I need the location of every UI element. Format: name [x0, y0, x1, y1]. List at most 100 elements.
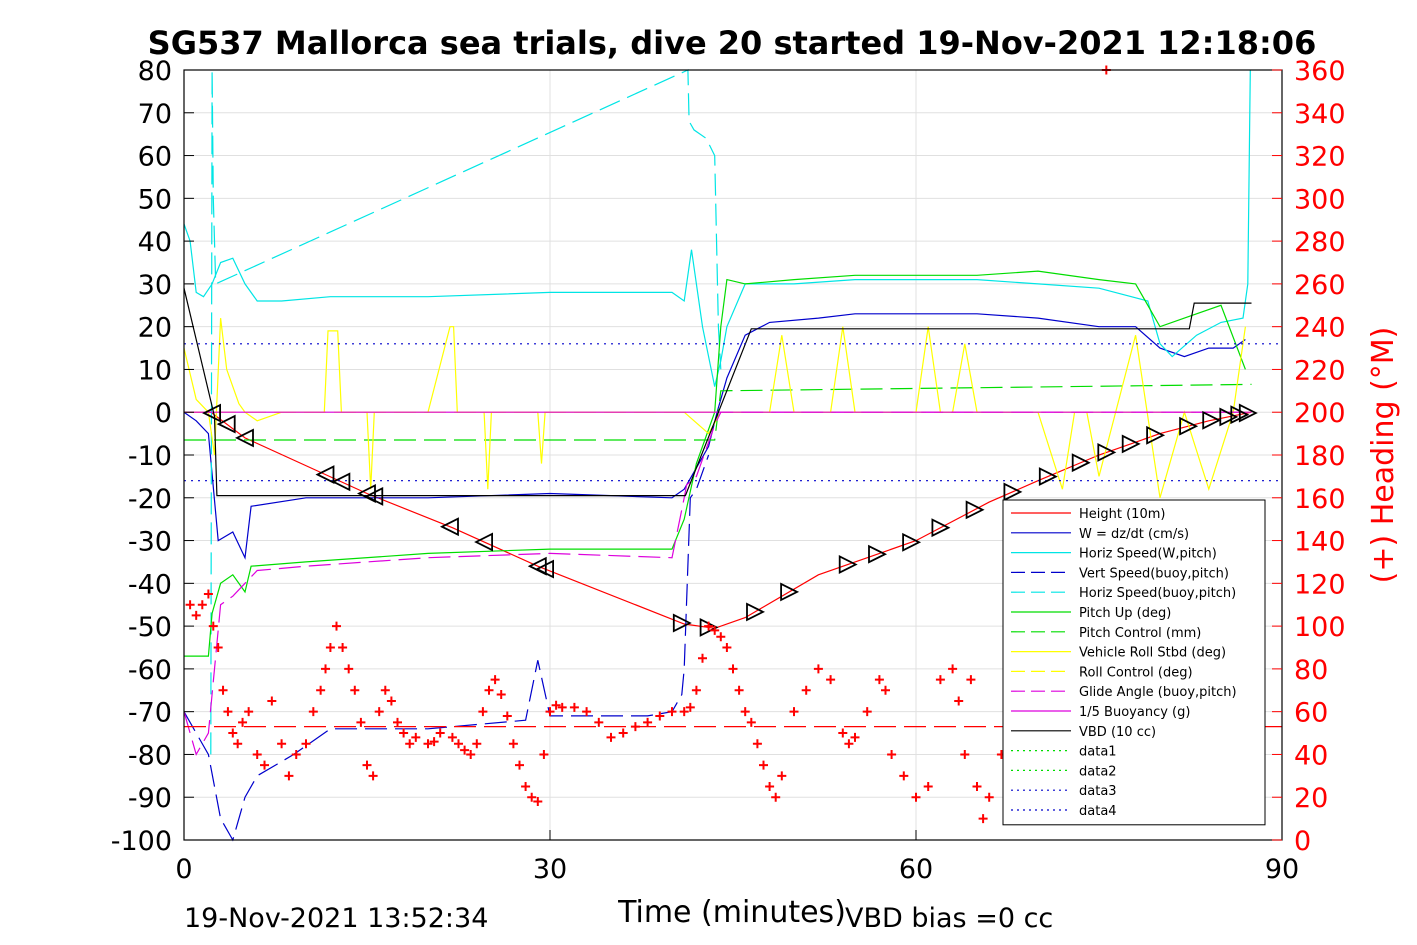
heading-point — [362, 760, 372, 770]
heading-point — [332, 621, 341, 631]
heading-point — [569, 702, 579, 712]
heading-point — [213, 643, 223, 652]
heading-point — [238, 717, 248, 727]
legend-label: VBD (10 cc) — [1079, 725, 1156, 740]
heading-point — [515, 760, 524, 770]
y-right-tick-label: 320 — [1294, 142, 1346, 173]
y-right-tick-label: 280 — [1294, 227, 1346, 258]
y-left-tick-label: 70 — [138, 99, 172, 130]
series-line-0 — [184, 411, 1252, 629]
heading-point — [923, 782, 933, 792]
heading-point — [386, 696, 396, 706]
heading-point — [423, 739, 433, 749]
heading-point — [218, 685, 228, 695]
series-line-3 — [183, 454, 710, 842]
y-left-tick-label: -70 — [128, 698, 172, 729]
height-marker — [1202, 410, 1222, 430]
heading-point — [618, 728, 628, 738]
heading-point — [801, 685, 811, 695]
height-marker — [439, 517, 459, 537]
heading-point — [277, 739, 287, 749]
heading-point — [380, 685, 390, 695]
height-marker — [1219, 407, 1239, 427]
heading-point — [228, 728, 238, 738]
y-right-tick-label: 260 — [1294, 270, 1346, 301]
heading-point — [557, 702, 567, 712]
heading-point — [460, 745, 470, 755]
y-right-tick-label: 80 — [1294, 655, 1328, 686]
x-tick-label: 60 — [899, 854, 933, 885]
y-left-tick-label: -60 — [128, 655, 172, 686]
heading-point — [630, 722, 640, 732]
legend-label: Pitch Control (mm) — [1079, 626, 1201, 641]
x-tick-label: 30 — [533, 854, 567, 885]
heading-point — [399, 728, 409, 738]
ticks-layer: 0 30 60 9080706050403020100-10-20-30-40-50-… — [111, 56, 1346, 885]
y-left-tick-label: -30 — [128, 527, 172, 558]
height-marker — [902, 532, 922, 552]
legend-label: W = dz/dt (cm/s) — [1079, 527, 1189, 542]
heading-point — [472, 739, 482, 749]
heading-point — [844, 739, 854, 749]
heading-point — [948, 664, 958, 674]
heading-point — [679, 707, 689, 717]
y-left-tick-label: 80 — [138, 56, 172, 87]
heading-point — [704, 621, 714, 631]
y-right-tick-label: 120 — [1294, 569, 1346, 600]
heading-point — [233, 739, 243, 749]
y-right-tick-label: 180 — [1294, 441, 1346, 472]
y-right-tick-label: 20 — [1294, 783, 1328, 814]
legend-label: data4 — [1079, 804, 1117, 819]
heading-point — [374, 707, 384, 717]
heading-point — [551, 700, 561, 710]
height-marker — [672, 613, 692, 633]
height-marker — [780, 582, 800, 602]
legend-label: Roll Control (deg) — [1079, 665, 1193, 680]
x-tick-label: 90 — [1265, 854, 1299, 885]
heading-point — [752, 739, 762, 749]
y-right-tick-label: 140 — [1294, 527, 1346, 558]
height-marker — [1146, 425, 1166, 445]
chart-title: SG537 Mallorca sea trials, dive 20 start… — [148, 24, 1317, 62]
y-left-tick-label: 50 — [138, 184, 172, 215]
y-left-tick-label: -90 — [128, 783, 172, 814]
legend: Height (10m) W = dz/dt (cm/s) Horiz Speed(… — [1002, 499, 1266, 826]
heading-point — [685, 702, 695, 712]
heading-point — [655, 711, 665, 721]
heading-point — [972, 782, 982, 792]
height-marker — [1038, 467, 1058, 487]
footer-timestamp: 19-Nov-2021 13:52:34 — [184, 903, 488, 934]
heading-point — [466, 749, 476, 759]
y-left-tick-label: -80 — [128, 740, 172, 771]
y-left-tick-label: -50 — [128, 612, 172, 643]
heading-point — [728, 664, 738, 674]
legend-label: 1/5 Buoyancy (g) — [1079, 705, 1190, 720]
height-marker — [331, 472, 351, 492]
heading-point — [260, 760, 270, 770]
heading-point — [447, 732, 457, 742]
heading-point — [308, 707, 318, 717]
height-marker — [364, 486, 384, 506]
heading-point — [966, 675, 976, 685]
heading-point — [740, 707, 750, 717]
heading-point — [429, 737, 439, 747]
y-left-tick-label: 10 — [138, 355, 172, 386]
heading-point — [316, 685, 326, 695]
series-line-11 — [183, 288, 1252, 497]
legend-label: Horiz Speed(W,pitch) — [1079, 547, 1217, 562]
heading-point — [291, 749, 301, 759]
footer-vbd-bias: VBD bias =0 cc — [845, 903, 1053, 934]
heading-point — [284, 771, 294, 781]
y-left-tick-label: 40 — [138, 227, 172, 258]
heading-point — [643, 717, 653, 727]
heading-point — [223, 707, 233, 717]
heading-point — [710, 625, 720, 635]
heading-point — [826, 675, 836, 685]
heading-point — [191, 610, 201, 620]
heading-point — [582, 707, 592, 717]
heading-point — [765, 782, 775, 792]
series-line-1 — [183, 313, 1246, 560]
heading-point — [502, 711, 512, 721]
heading-point — [759, 760, 768, 770]
